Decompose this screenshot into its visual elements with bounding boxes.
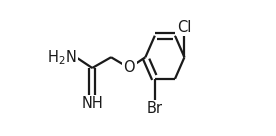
Text: H$_2$N: H$_2$N [47,48,76,67]
Text: NH: NH [81,96,103,111]
Text: O: O [123,61,135,75]
Text: Br: Br [147,101,163,116]
Text: Cl: Cl [177,20,192,35]
